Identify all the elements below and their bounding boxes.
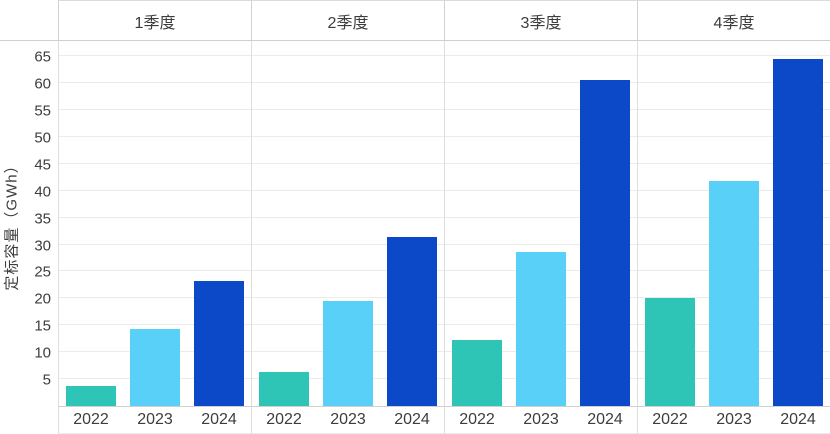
x-label-2023: 2023 bbox=[330, 411, 366, 428]
bar-3季度-2024[interactable] bbox=[580, 80, 630, 406]
gridline bbox=[445, 55, 637, 57]
x-labels-panel-3: 2022 2023 2024 bbox=[444, 407, 637, 434]
header-spacer bbox=[0, 0, 58, 41]
gridline bbox=[59, 108, 251, 110]
gridline bbox=[59, 189, 251, 191]
x-label-2023: 2023 bbox=[716, 411, 752, 428]
facet-header-label: 2季度 bbox=[327, 14, 369, 32]
facet-header-1: 1季度 bbox=[58, 0, 251, 41]
bar-4季度-2022[interactable] bbox=[645, 298, 695, 406]
y-tick-label: 10 bbox=[34, 344, 51, 362]
bottom-left-corner bbox=[0, 407, 58, 434]
y-tick-label: 25 bbox=[34, 263, 51, 281]
plot-panel-3 bbox=[444, 41, 637, 407]
y-tick-label: 20 bbox=[34, 290, 51, 308]
y-tick-label: 30 bbox=[34, 237, 51, 255]
facet-header-3: 3季度 bbox=[444, 0, 637, 41]
plot-panel-2 bbox=[251, 41, 444, 407]
gridline bbox=[59, 270, 251, 272]
gridline bbox=[59, 82, 251, 84]
y-tick-label: 45 bbox=[34, 156, 51, 174]
facet-header-label: 3季度 bbox=[520, 14, 562, 32]
gridline bbox=[445, 82, 637, 84]
bar-3季度-2023[interactable] bbox=[516, 251, 566, 406]
bar-2季度-2022[interactable] bbox=[259, 372, 309, 406]
gridline bbox=[252, 243, 444, 245]
x-label-2022: 2022 bbox=[459, 411, 495, 428]
gridline bbox=[445, 162, 637, 164]
bar-2季度-2023[interactable] bbox=[323, 300, 373, 406]
bar-1季度-2023[interactable] bbox=[130, 328, 180, 406]
gridline bbox=[445, 189, 637, 191]
x-label-2023: 2023 bbox=[523, 411, 559, 428]
gridline bbox=[252, 216, 444, 218]
x-labels-panel-1: 2022 2023 2024 bbox=[58, 407, 251, 434]
bars-group bbox=[252, 237, 444, 406]
gridline bbox=[252, 189, 444, 191]
gridline bbox=[638, 55, 830, 57]
gridline bbox=[252, 108, 444, 110]
y-tick-label: 5 bbox=[42, 371, 51, 389]
y-axis: 5 10 15 20 25 30 35 40 45 50 55 60 65 定标容量（GWh） bbox=[0, 41, 58, 407]
gridline bbox=[638, 135, 830, 137]
gridline bbox=[445, 243, 637, 245]
y-tick-label: 35 bbox=[34, 210, 51, 228]
x-labels-panel-4: 2022 2023 2024 bbox=[637, 407, 830, 434]
facet-header-2: 2季度 bbox=[251, 0, 444, 41]
y-tick-label: 15 bbox=[34, 317, 51, 335]
gridline bbox=[638, 82, 830, 84]
gridline bbox=[59, 135, 251, 137]
gridline bbox=[445, 135, 637, 137]
plot-panel-1 bbox=[58, 41, 251, 407]
y-tick-label: 50 bbox=[34, 129, 51, 147]
x-label-2024: 2024 bbox=[201, 411, 237, 428]
x-label-2024: 2024 bbox=[394, 411, 430, 428]
x-label-2022: 2022 bbox=[652, 411, 688, 428]
facet-header-label: 4季度 bbox=[713, 14, 755, 32]
y-tick-label: 40 bbox=[34, 183, 51, 201]
x-label-2023: 2023 bbox=[137, 411, 173, 428]
gridline bbox=[252, 55, 444, 57]
bar-3季度-2022[interactable] bbox=[452, 339, 502, 406]
gridline bbox=[59, 162, 251, 164]
gridline bbox=[445, 108, 637, 110]
gridline bbox=[59, 324, 251, 326]
x-label-2022: 2022 bbox=[266, 411, 302, 428]
gridline bbox=[445, 216, 637, 218]
y-tick-label: 55 bbox=[34, 102, 51, 120]
gridline bbox=[252, 297, 444, 299]
gridline bbox=[638, 162, 830, 164]
bars-group bbox=[638, 58, 830, 406]
bars-group bbox=[59, 281, 251, 406]
gridline bbox=[59, 55, 251, 57]
bars-group bbox=[445, 80, 637, 406]
bar-4季度-2024[interactable] bbox=[773, 58, 823, 406]
gridline bbox=[59, 243, 251, 245]
gridline bbox=[59, 297, 251, 299]
gridline bbox=[252, 135, 444, 137]
gridline bbox=[252, 162, 444, 164]
bar-1季度-2022[interactable] bbox=[66, 385, 116, 406]
gridline bbox=[252, 270, 444, 272]
bar-1季度-2024[interactable] bbox=[194, 281, 244, 406]
y-tick-label: 65 bbox=[34, 48, 51, 66]
facet-header-label: 1季度 bbox=[134, 14, 176, 32]
bar-2季度-2024[interactable] bbox=[387, 237, 437, 406]
y-tick-label: 60 bbox=[34, 75, 51, 93]
gridline bbox=[252, 82, 444, 84]
x-label-2024: 2024 bbox=[587, 411, 623, 428]
bar-4季度-2023[interactable] bbox=[709, 181, 759, 406]
x-labels-panel-2: 2022 2023 2024 bbox=[251, 407, 444, 434]
facet-header-4: 4季度 bbox=[637, 0, 830, 41]
y-axis-title: 定标容量（GWh） bbox=[3, 157, 21, 291]
gridline bbox=[59, 216, 251, 218]
x-label-2024: 2024 bbox=[780, 411, 816, 428]
x-label-2022: 2022 bbox=[73, 411, 109, 428]
plot-panel-4 bbox=[637, 41, 830, 407]
gridline bbox=[638, 108, 830, 110]
